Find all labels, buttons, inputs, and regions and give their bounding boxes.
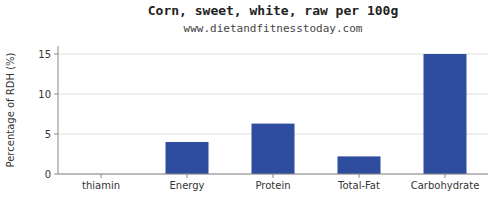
x-tick-label: Energy <box>169 180 204 191</box>
x-tick-label: Carbohydrate <box>411 180 480 191</box>
y-tick-label: 5 <box>45 129 51 140</box>
bars <box>166 54 467 174</box>
x-tick-label: Protein <box>255 180 290 191</box>
bar <box>424 54 467 174</box>
bar <box>166 142 209 174</box>
grid <box>58 54 488 174</box>
x-tick <box>359 174 360 178</box>
y-tick-label: 15 <box>38 49 51 60</box>
y-axis-label: Percentage of RDH (%) <box>5 52 16 167</box>
y-axis-line <box>58 46 59 174</box>
bar <box>338 156 381 174</box>
y-tick <box>54 174 58 175</box>
chart-container: Corn, sweet, white, raw per 100g www.diet… <box>0 0 500 200</box>
y-tick <box>54 94 58 95</box>
y-tick-label: 0 <box>45 169 51 180</box>
x-tick <box>273 174 274 178</box>
x-tick <box>445 174 446 178</box>
subtitle: www.dietandfitnesstoday.com <box>184 22 363 35</box>
bar <box>252 124 295 174</box>
x-tick <box>187 174 188 178</box>
x-tick <box>101 174 102 178</box>
y-tick-label: 10 <box>38 89 51 100</box>
x-tick-label: Total-Fat <box>337 180 380 191</box>
x-tick-label: thiamin <box>82 180 120 191</box>
chart: Corn, sweet, white, raw per 100g www.diet… <box>0 0 500 200</box>
y-tick <box>54 134 58 135</box>
y-tick <box>54 54 58 55</box>
title: Corn, sweet, white, raw per 100g <box>148 3 398 18</box>
